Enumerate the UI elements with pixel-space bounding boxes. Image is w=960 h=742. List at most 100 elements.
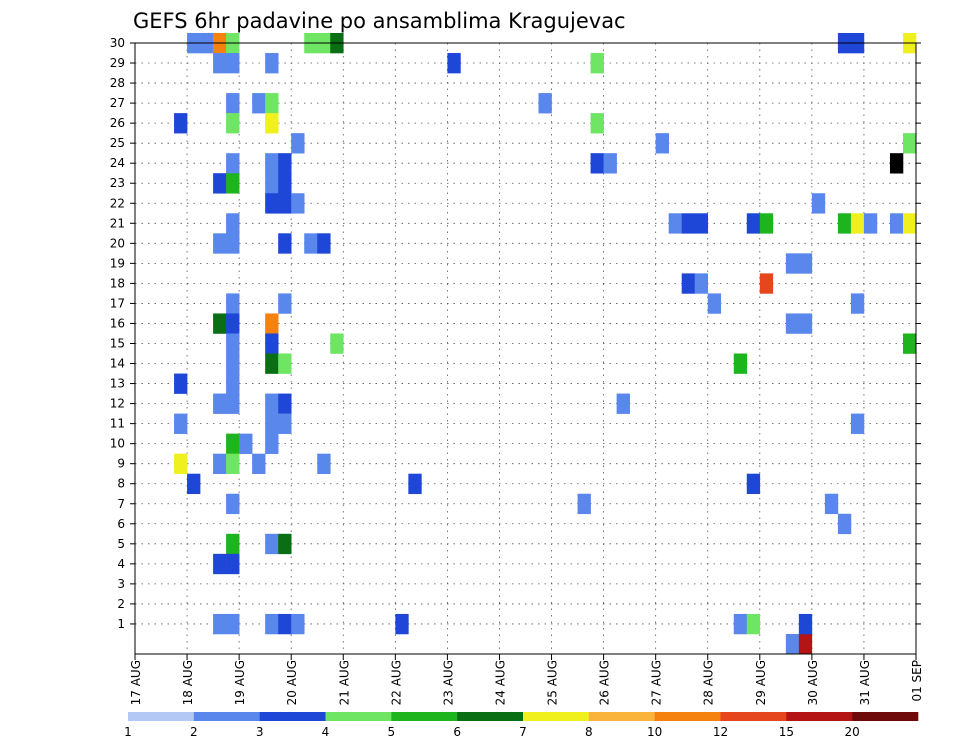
y-tick-label: 22	[110, 196, 125, 210]
heatmap-cell	[395, 613, 409, 635]
y-tick-label: 5	[117, 537, 125, 551]
y-axis-ticks: 1234567891011121314151617181920212223242…	[110, 36, 921, 631]
x-tick-label: 30 AUG	[806, 660, 820, 705]
colorbar-swatch	[852, 712, 919, 721]
heatmap-cell	[304, 233, 318, 254]
data-cells	[174, 32, 917, 655]
heatmap-cell	[265, 333, 279, 354]
heatmap-cell	[577, 493, 591, 515]
colorbar-label: 7	[519, 725, 527, 739]
x-tick-label: 17 AUG	[129, 660, 143, 705]
heatmap-cell	[746, 613, 761, 635]
heatmap-cell	[278, 413, 292, 434]
y-tick-label: 29	[110, 56, 125, 70]
colorbar-label: 2	[190, 725, 198, 739]
heatmap-cell	[603, 153, 617, 174]
heatmap-cell	[785, 253, 800, 274]
heatmap-cell	[265, 353, 279, 374]
heatmap-cell	[213, 173, 227, 194]
heatmap-cell	[213, 233, 227, 254]
heatmap-cell	[226, 233, 240, 254]
heatmap-cell	[174, 373, 188, 394]
heatmap-cell	[226, 453, 240, 475]
x-tick-label: 29 AUG	[754, 660, 768, 705]
colorbar-swatch	[259, 712, 326, 721]
heatmap-cell	[213, 453, 227, 475]
colorbar-swatch	[325, 712, 392, 721]
heatmap-cell	[408, 473, 422, 495]
heatmap-cell	[655, 133, 669, 154]
colorbar-label: 1	[124, 725, 132, 739]
heatmap-cell	[226, 353, 240, 374]
heatmap-cell	[226, 53, 240, 74]
heatmap-cell	[278, 153, 292, 174]
heatmap-cell	[278, 613, 292, 635]
colorbar-label: 4	[322, 725, 330, 739]
y-tick-label: 30	[110, 36, 125, 50]
heatmap-cell	[317, 453, 331, 475]
colorbar-label: 15	[779, 725, 794, 739]
heatmap-cell	[213, 393, 227, 414]
heatmap-cell	[226, 153, 240, 174]
y-tick-label: 26	[110, 116, 125, 130]
colorbar-swatch	[720, 712, 787, 721]
y-tick-label: 24	[110, 156, 125, 170]
heatmap-cell	[226, 293, 240, 314]
colorbar-swatch	[588, 712, 655, 721]
y-tick-label: 3	[117, 577, 125, 591]
heatmap-cell	[265, 413, 279, 434]
heatmap-cell	[265, 393, 279, 414]
x-tick-label: 24 AUG	[493, 660, 507, 705]
heatmap-cell	[239, 433, 253, 454]
heatmap-cell	[694, 213, 709, 234]
heatmap-cell	[902, 333, 917, 354]
heatmap-cell	[226, 333, 240, 354]
heatmap-cell	[226, 393, 240, 414]
grid-lines	[135, 42, 916, 654]
colorbar-label: 10	[647, 725, 662, 739]
colorbar-swatch	[786, 712, 853, 721]
plot-frame	[134, 42, 917, 655]
y-tick-label: 19	[110, 256, 125, 270]
y-tick-label: 4	[117, 557, 125, 571]
heatmap-cell	[798, 313, 813, 334]
heatmap-cell	[265, 613, 279, 635]
heatmap-cell	[252, 93, 266, 114]
colorbar-swatch	[128, 712, 195, 721]
heatmap-cell	[213, 613, 227, 635]
colorbar-swatch	[523, 712, 590, 721]
heatmap-cell	[226, 213, 240, 234]
y-tick-label: 25	[110, 136, 125, 150]
colorbar-label: 5	[388, 725, 396, 739]
heatmap-cell	[902, 213, 917, 234]
y-tick-label: 27	[110, 96, 125, 110]
heatmap-cell	[902, 133, 917, 154]
y-tick-label: 9	[117, 457, 125, 471]
x-axis-ticks: 17 AUG 18 AUG 19 AUG 20 AUG 21 AUG 22 AUG 23 A…	[129, 654, 924, 705]
heatmap-cell	[226, 113, 240, 134]
heatmap-cell	[226, 373, 240, 394]
heatmap-cell	[226, 493, 240, 515]
heatmap-cell	[174, 113, 188, 134]
y-tick-label: 1	[117, 617, 125, 631]
colorbar-label: 3	[256, 725, 264, 739]
heatmap-cell	[759, 213, 774, 234]
colorbar-label: 8	[585, 725, 593, 739]
heatmap-cell	[850, 213, 865, 234]
heatmap-cell	[707, 293, 722, 314]
heatmap-cell	[798, 253, 813, 274]
heatmap-cell	[278, 353, 292, 374]
heatmap-cell	[824, 493, 839, 515]
y-tick-label: 18	[110, 276, 125, 290]
heatmap-cell	[226, 553, 240, 575]
heatmap-cell	[733, 353, 748, 374]
y-tick-label: 20	[110, 236, 125, 250]
x-tick-label: 20 AUG	[285, 660, 299, 705]
heatmap-cell	[291, 133, 305, 154]
heatmap-cell	[265, 153, 279, 174]
heatmap-cell	[278, 193, 292, 214]
colorbar-legend: 1 2 3 4 5 6 7 8 10 12 15 20	[124, 712, 919, 739]
colorbar-swatch	[193, 712, 260, 721]
x-tick-label: 23 AUG	[441, 660, 455, 705]
